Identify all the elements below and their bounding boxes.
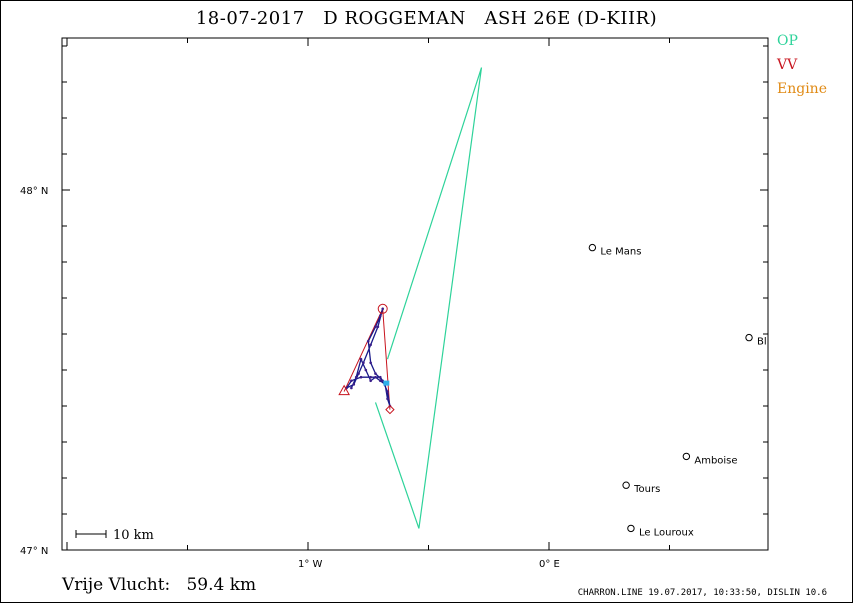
track-point	[386, 397, 389, 401]
track-point	[379, 375, 382, 379]
lat-tick-label: 47° N	[20, 546, 48, 557]
track-point	[359, 357, 363, 361]
track-point	[354, 375, 358, 379]
track-point	[369, 379, 372, 383]
place-label: Tours	[633, 484, 660, 495]
place-marker: Le Louroux	[627, 524, 694, 538]
track-point	[379, 379, 382, 383]
track-point	[369, 375, 372, 379]
map-area	[61, 37, 769, 551]
place-label: Amboise	[694, 455, 737, 466]
track-point	[374, 375, 377, 379]
track-point	[374, 372, 377, 375]
place-label: Le Louroux	[639, 527, 694, 538]
gps-track-points	[345, 307, 392, 408]
scale-bar: 10 km	[75, 528, 154, 543]
legend-engine: Engine	[777, 81, 827, 97]
track-point	[364, 368, 368, 372]
engine-marker	[383, 380, 390, 386]
flight-title: 18-07-2017 D ROGGEMAN ASH 26E (D-KIIR)	[195, 8, 658, 29]
track-point	[379, 314, 382, 318]
place-circle-icon	[682, 452, 691, 461]
track-point	[386, 390, 389, 393]
finish-diamond-marker	[385, 404, 395, 415]
lon-tick-label: 0° E	[539, 559, 560, 570]
axis-labels: 48° N 47° N 1° W 0° E	[20, 186, 560, 570]
track-point	[374, 325, 377, 329]
track-point	[381, 307, 385, 311]
legend-op: OP	[777, 33, 798, 49]
place-label: Bl	[757, 337, 767, 348]
scale-bar-label: 10 km	[113, 528, 154, 543]
place-marker: Amboise	[682, 452, 738, 466]
place-marker: Bl	[745, 333, 767, 348]
lat-tick-label: 48° N	[20, 186, 48, 197]
software-info: CHARRON.LINE 19.07.2017, 10:33:50, DISLI…	[577, 588, 827, 598]
track-point	[359, 375, 363, 379]
track-point	[369, 343, 372, 347]
free-flight-distance: Vrije Vlucht: 59.4 km	[62, 575, 257, 595]
track-point	[350, 379, 353, 383]
place-circle-icon	[627, 524, 635, 533]
track-point	[366, 339, 370, 343]
track-point	[369, 361, 372, 365]
place-circle-icon	[622, 481, 630, 489]
turnpoint-circle-marker	[377, 303, 388, 314]
start-triangle-marker	[338, 384, 350, 396]
legend-vv: VV	[777, 57, 798, 73]
track-point	[376, 325, 380, 329]
track-point	[350, 386, 353, 390]
axis-ticks	[62, 38, 768, 551]
lon-tick-label: 1° W	[298, 559, 323, 570]
place-circle-icon	[745, 333, 753, 342]
vv-route-line	[343, 306, 391, 410]
place-marker: Tours	[622, 481, 660, 495]
track-point	[362, 361, 365, 365]
track-point	[357, 372, 360, 375]
place-markers: Le Mans Bl Amboise Tours Le Louroux	[588, 243, 767, 538]
place-label: Le Mans	[600, 247, 641, 258]
track-point	[352, 383, 356, 386]
place-marker: Le Mans	[588, 243, 641, 258]
op-route-line	[374, 67, 483, 529]
place-circle-icon	[588, 243, 597, 252]
